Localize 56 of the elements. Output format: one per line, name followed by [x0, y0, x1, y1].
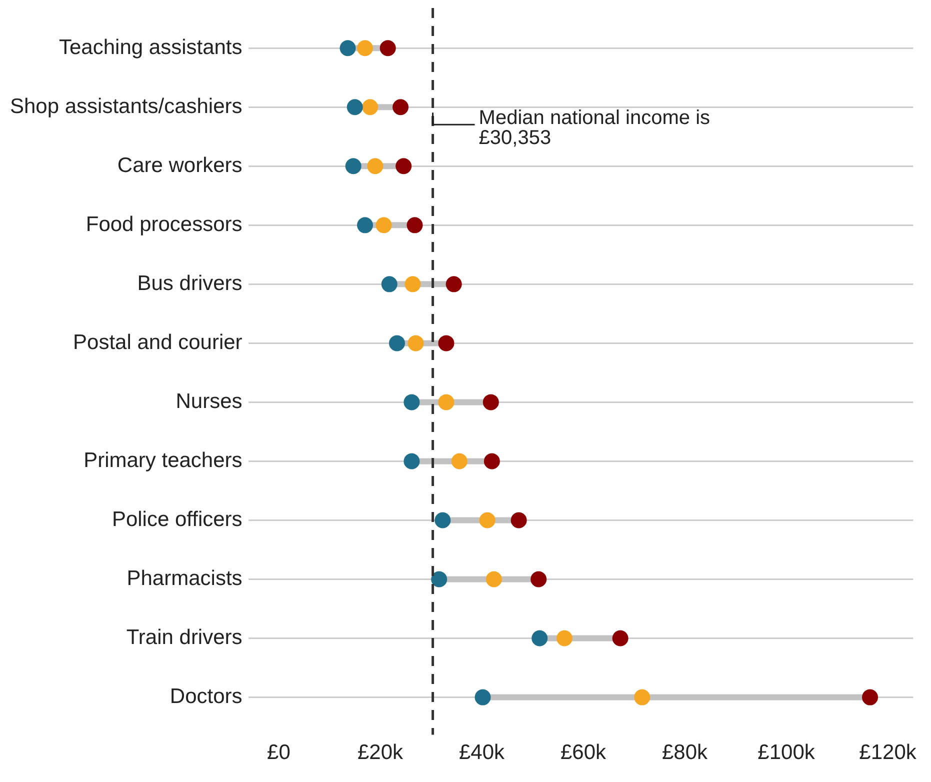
- point: [392, 99, 409, 116]
- point: [345, 158, 362, 174]
- point: [362, 99, 378, 116]
- point: [556, 630, 572, 646]
- y-tick-label: Teaching assistants: [59, 36, 242, 59]
- y-tick-label: Pharmacists: [126, 567, 242, 590]
- x-tick-label: £20k: [357, 741, 404, 764]
- point: [367, 158, 384, 174]
- point: [479, 512, 496, 528]
- ref-line-label: Median national income is £30,353: [478, 107, 710, 150]
- y-tick-label: Nurses: [176, 390, 242, 414]
- point: [446, 276, 462, 292]
- point: [510, 512, 527, 528]
- point: [404, 394, 420, 410]
- point: [376, 217, 392, 234]
- point: [474, 689, 491, 706]
- point: [406, 217, 423, 234]
- x-tick-label: £120k: [859, 741, 917, 764]
- point: [408, 335, 424, 352]
- x-tick-label: £80k: [662, 741, 708, 764]
- point: [634, 689, 650, 706]
- point: [612, 630, 628, 646]
- y-tick-label: Care workers: [117, 154, 242, 177]
- point: [388, 335, 405, 352]
- point: [346, 99, 363, 116]
- x-tick-label: £100k: [758, 741, 816, 764]
- point: [404, 276, 421, 292]
- point: [357, 40, 374, 56]
- x-tick-label: £0: [267, 741, 290, 764]
- point: [482, 394, 499, 410]
- point: [340, 40, 356, 56]
- point: [451, 453, 468, 470]
- x-tick-label: £60k: [560, 741, 607, 764]
- point: [431, 571, 448, 588]
- point: [438, 394, 454, 410]
- y-tick-label: Primary teachers: [84, 449, 242, 472]
- point: [530, 571, 547, 588]
- point: [404, 453, 420, 470]
- point: [381, 276, 398, 292]
- y-tick-label: Food processors: [86, 212, 242, 236]
- point: [396, 158, 412, 174]
- y-tick-label: Police officers: [112, 508, 242, 532]
- y-tick-label: Postal and courier: [73, 330, 242, 354]
- point: [862, 689, 878, 706]
- point: [532, 630, 548, 646]
- point: [484, 453, 500, 470]
- y-tick-label: Bus drivers: [137, 272, 242, 295]
- point: [486, 571, 502, 588]
- point: [438, 335, 454, 352]
- point: [380, 40, 396, 56]
- y-tick-label: Shop assistants/cashiers: [10, 94, 242, 118]
- y-tick-label: Doctors: [170, 685, 242, 708]
- x-tick-label: £40k: [458, 741, 506, 764]
- y-tick-label: Train drivers: [126, 626, 242, 650]
- point: [357, 217, 374, 234]
- point: [434, 512, 451, 528]
